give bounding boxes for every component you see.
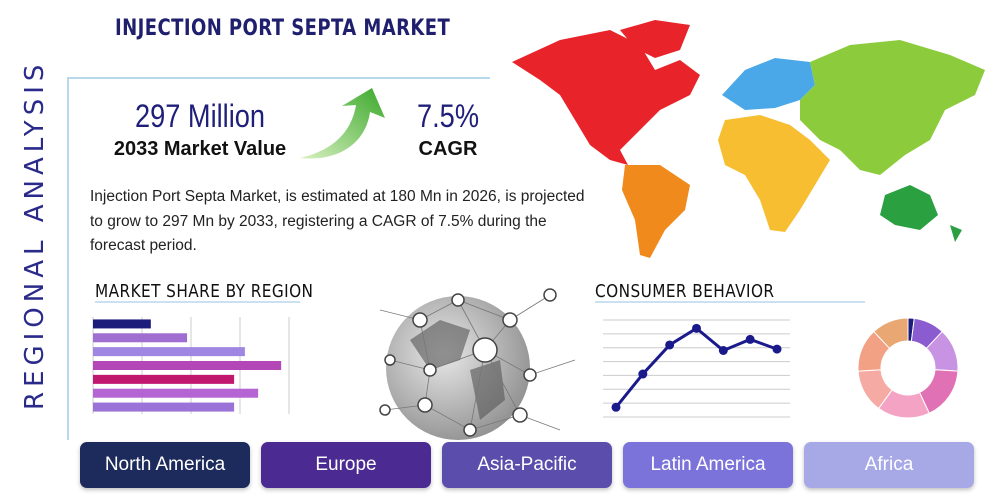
line-point [638,369,648,379]
section-title: CONSUMER BEHAVIOR [595,281,775,302]
line-point [745,334,755,344]
bar [93,402,235,412]
line-point [692,323,701,333]
line-point [665,340,675,350]
side-label: REGIONAL ANALYSIS [20,59,50,410]
region-tab[interactable]: Africa [804,442,974,488]
frame [67,77,490,440]
bar [93,333,188,343]
globe-network [379,288,576,440]
bar [93,347,245,357]
page-title: INJECTION PORT SEPTA MARKET [115,16,451,41]
growth-arrow [300,88,385,159]
stat-value: 7.5% [417,98,479,134]
bar [93,360,282,371]
region-tab[interactable]: North America [80,442,250,488]
stat-label: CAGR [418,138,478,160]
region-tab[interactable]: Latin America [623,442,793,488]
region-tab[interactable]: Asia-Pacific [442,442,612,488]
stat-label: 2033 Market Value [113,138,287,160]
line-point [772,344,782,354]
region-tab[interactable]: Europe [261,442,431,488]
description: Injection Port Septa Market, is estimate… [90,188,585,254]
world-map [512,20,985,258]
stat-value: 297 Million [134,98,266,134]
section-title: MARKET SHARE BY REGION [95,281,314,302]
pie-slice [873,317,909,350]
bar [93,388,259,398]
line-point [718,345,728,355]
line-point [611,402,621,412]
bar [93,374,235,384]
bar [93,319,151,329]
